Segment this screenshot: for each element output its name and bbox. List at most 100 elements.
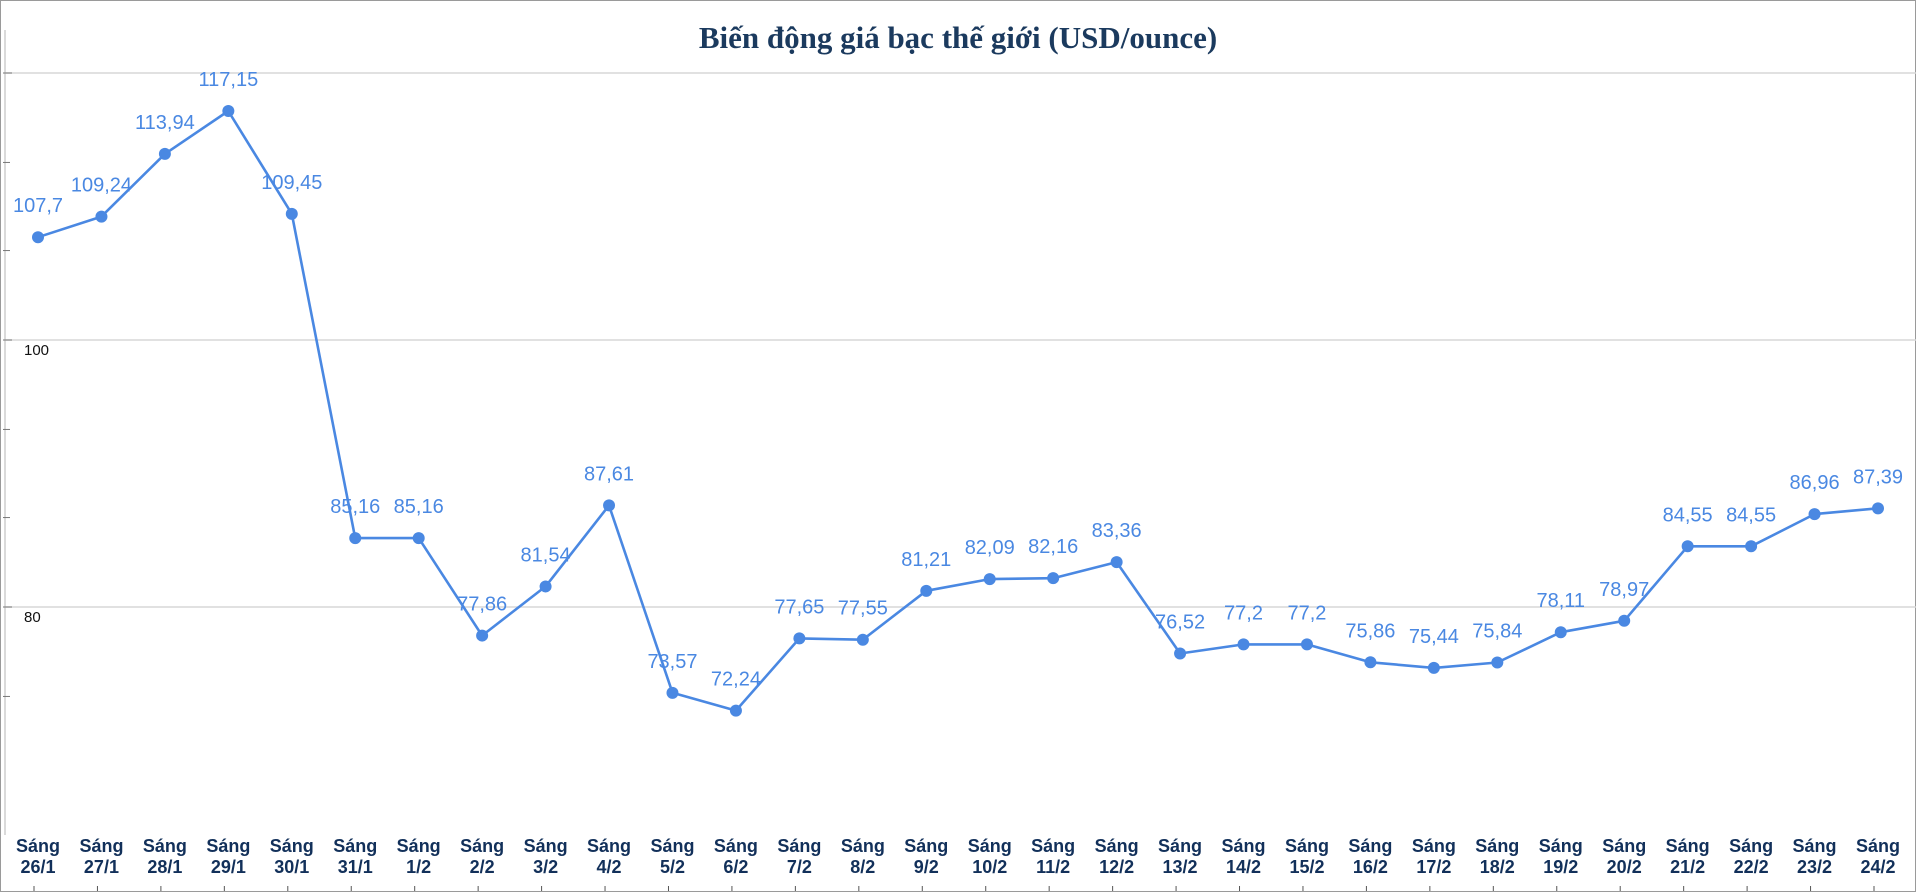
data-point bbox=[1554, 626, 1567, 639]
x-tick-label-line2: 22/2 bbox=[1734, 857, 1769, 877]
data-point bbox=[285, 207, 298, 220]
x-tick-label-line1: Sáng bbox=[1666, 836, 1710, 856]
x-tick-label-line1: Sáng bbox=[714, 836, 758, 856]
x-tick-label-line2: 12/2 bbox=[1099, 857, 1134, 877]
y-tick-label-80: 80 bbox=[24, 609, 41, 626]
data-point bbox=[983, 573, 996, 586]
x-tick-label-line1: Sáng bbox=[397, 836, 441, 856]
x-tick-label-line2: 9/2 bbox=[914, 857, 939, 877]
x-tick-label-line1: Sáng bbox=[333, 836, 377, 856]
x-tick-label-line1: Sáng bbox=[1793, 836, 1837, 856]
data-point bbox=[349, 532, 362, 545]
data-point bbox=[856, 633, 869, 646]
data-label: 87,39 bbox=[1853, 466, 1903, 488]
y-tick-label-100: 100 bbox=[24, 342, 49, 359]
data-point bbox=[476, 629, 489, 642]
data-point bbox=[1174, 647, 1187, 660]
x-tick-label-line2: 1/2 bbox=[406, 857, 431, 877]
data-label: 85,16 bbox=[394, 496, 444, 518]
data-label: 109,24 bbox=[71, 175, 132, 197]
data-label: 107,7 bbox=[13, 195, 63, 217]
x-tick-label-line1: Sáng bbox=[1285, 836, 1329, 856]
x-tick-label-line2: 17/2 bbox=[1416, 857, 1451, 877]
data-label: 84,55 bbox=[1663, 504, 1713, 526]
data-point bbox=[539, 580, 552, 593]
data-point bbox=[1491, 656, 1504, 669]
x-tick-label-line1: Sáng bbox=[143, 836, 187, 856]
data-label: 86,96 bbox=[1790, 472, 1840, 494]
x-tick-label-line2: 26/1 bbox=[20, 857, 55, 877]
y-axis-ticks: 80 100 bbox=[3, 72, 49, 697]
data-point bbox=[729, 704, 742, 717]
data-point bbox=[158, 147, 171, 160]
x-tick-label-line1: Sáng bbox=[904, 836, 948, 856]
x-tick-label-line2: 5/2 bbox=[660, 857, 685, 877]
x-tick-label-line1: Sáng bbox=[1475, 836, 1519, 856]
x-tick-label-line1: Sáng bbox=[1158, 836, 1202, 856]
x-tick-label-line2: 27/1 bbox=[84, 857, 119, 877]
x-tick-label-line1: Sáng bbox=[1222, 836, 1266, 856]
data-label: 77,86 bbox=[457, 594, 507, 616]
x-tick-label-line2: 10/2 bbox=[972, 857, 1007, 877]
x-tick-label-line1: Sáng bbox=[1602, 836, 1646, 856]
x-tick-label-line1: Sáng bbox=[1412, 836, 1456, 856]
data-point bbox=[666, 686, 679, 699]
data-point bbox=[793, 632, 806, 645]
x-tick-label-line2: 29/1 bbox=[211, 857, 246, 877]
x-tick-label-line2: 14/2 bbox=[1226, 857, 1261, 877]
data-point bbox=[412, 532, 425, 545]
data-label: 76,52 bbox=[1155, 611, 1205, 633]
x-tick-label-line1: Sáng bbox=[587, 836, 631, 856]
data-label: 87,61 bbox=[584, 463, 634, 485]
data-label: 113,94 bbox=[135, 112, 195, 134]
x-tick-label-line2: 15/2 bbox=[1289, 857, 1324, 877]
chart-title: Biến động giá bạc thế giới (USD/ounce) bbox=[699, 20, 1217, 55]
x-tick-label-line1: Sáng bbox=[650, 836, 694, 856]
x-tick-label-line2: 21/2 bbox=[1670, 857, 1705, 877]
x-tick-label-line2: 16/2 bbox=[1353, 857, 1388, 877]
data-point bbox=[1745, 540, 1758, 553]
x-tick-label-line1: Sáng bbox=[968, 836, 1012, 856]
x-tick-label-line1: Sáng bbox=[777, 836, 821, 856]
data-label: 81,54 bbox=[521, 544, 571, 566]
x-tick-label-line2: 13/2 bbox=[1163, 857, 1198, 877]
data-point bbox=[1364, 656, 1377, 669]
data-label: 82,16 bbox=[1028, 536, 1078, 558]
data-point bbox=[1872, 502, 1884, 515]
x-tick-label-line1: Sáng bbox=[1348, 836, 1392, 856]
x-tick-label-line1: Sáng bbox=[79, 836, 123, 856]
data-points bbox=[32, 105, 1884, 717]
data-label: 77,55 bbox=[838, 598, 888, 620]
x-tick-label-line1: Sáng bbox=[1539, 836, 1583, 856]
x-tick-label-line1: Sáng bbox=[1095, 836, 1139, 856]
data-label: 84,55 bbox=[1726, 504, 1776, 526]
data-label: 117,15 bbox=[199, 69, 259, 91]
data-point bbox=[32, 231, 44, 244]
data-label: 85,16 bbox=[330, 496, 380, 518]
series-line bbox=[37, 109, 1879, 712]
x-tick-label-line2: 3/2 bbox=[533, 857, 558, 877]
data-point bbox=[95, 210, 108, 223]
x-tick-label-line2: 2/2 bbox=[470, 857, 495, 877]
data-point bbox=[1681, 540, 1694, 553]
data-label: 78,11 bbox=[1536, 590, 1585, 612]
data-point bbox=[1300, 638, 1313, 651]
data-label: 109,45 bbox=[261, 172, 322, 194]
x-tick-label-line1: Sáng bbox=[841, 836, 885, 856]
x-tick-label-line2: 28/1 bbox=[147, 857, 182, 877]
x-tick-label-line1: Sáng bbox=[270, 836, 314, 856]
x-tick-label-line1: Sáng bbox=[206, 836, 250, 856]
x-tick-label-line1: Sáng bbox=[524, 836, 568, 856]
data-label: 78,97 bbox=[1599, 579, 1649, 601]
x-tick-label-line1: Sáng bbox=[460, 836, 504, 856]
data-point bbox=[1047, 572, 1060, 585]
x-tick-label-line2: 23/2 bbox=[1797, 857, 1832, 877]
data-label: 81,21 bbox=[901, 549, 951, 571]
data-label: 77,65 bbox=[774, 596, 824, 618]
gridlines bbox=[5, 72, 1916, 608]
data-label: 75,44 bbox=[1409, 626, 1459, 648]
x-tick-label-line2: 20/2 bbox=[1607, 857, 1642, 877]
